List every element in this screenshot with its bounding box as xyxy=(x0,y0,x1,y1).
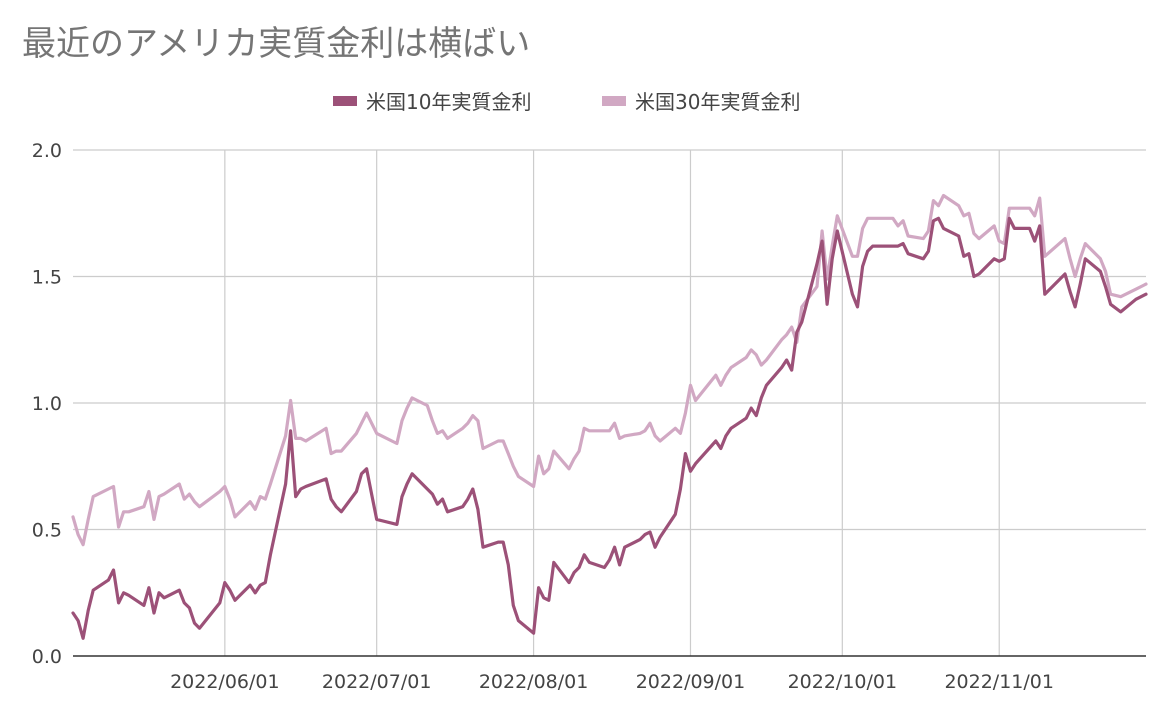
x-tick-label: 2022/08/01 xyxy=(479,671,589,693)
x-tick-label: 2022/09/01 xyxy=(636,671,746,693)
legend-swatch-2 xyxy=(602,96,626,106)
y-tick-label: 0.0 xyxy=(32,646,62,668)
series-line-1 xyxy=(71,216,1148,640)
grid-layer xyxy=(73,149,1146,656)
y-tick-label: 1.0 xyxy=(32,393,62,415)
chart-title: 最近のアメリカ実質金利は横ばい xyxy=(22,24,531,64)
axis-layer: 0.0 0.5 1.0 1.5 2.0 2022/06/01 2022/07/01 2022/… xyxy=(32,140,1146,693)
y-tick-label: 1.5 xyxy=(32,267,62,289)
legend: 米国10年実質金利 米国30年実質金利 xyxy=(333,90,800,114)
x-tick-label: 2022/10/01 xyxy=(788,671,898,693)
series-layer xyxy=(71,193,1148,640)
legend-label-2: 米国30年実質金利 xyxy=(635,90,800,114)
x-tick-label: 2022/07/01 xyxy=(322,671,432,693)
y-tick-label: 0.5 xyxy=(32,520,62,542)
series-line-2 xyxy=(71,193,1148,547)
legend-label-1: 米国10年実質金利 xyxy=(366,90,531,114)
y-tick-label: 2.0 xyxy=(32,140,62,162)
x-tick-label: 2022/06/01 xyxy=(170,671,280,693)
legend-swatch-1 xyxy=(333,96,357,106)
x-tick-label: 2022/11/01 xyxy=(944,671,1054,693)
